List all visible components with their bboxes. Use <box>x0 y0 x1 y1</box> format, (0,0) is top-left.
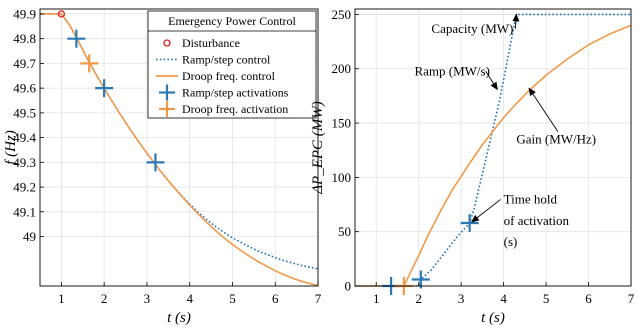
y-axis-label: f (Hz) <box>3 130 19 165</box>
marker-activation-3 <box>146 153 165 172</box>
x-tick-label: 3 <box>458 291 465 306</box>
annotation-text: Gain (MW/Hz) <box>516 132 596 147</box>
x-axis-label: t (s) <box>481 310 505 326</box>
x-tick-label: 3 <box>144 291 151 306</box>
series-line-1 <box>355 24 632 287</box>
legend-swatch <box>163 39 171 47</box>
y-axis-label: ΔP_EPC (MW) <box>310 101 326 195</box>
y-tick-label: 250 <box>332 7 352 22</box>
y-tick-label: 49.2 <box>13 180 36 195</box>
x-tick-label: 4 <box>500 291 507 306</box>
annotation-arrow <box>470 199 501 223</box>
x-tick-label: 6 <box>585 291 592 306</box>
y-tick-label: 49.7 <box>13 56 36 71</box>
annotation: of activation <box>504 213 570 228</box>
panel-left: 1 2 3 4 5 6 7 49 49.1 49.2 49.3 49.4 49.5 49.6 49.7 49.… <box>3 6 322 326</box>
annotation: Gain (MW/Hz) <box>516 87 596 147</box>
y-tick-label: 49.9 <box>13 6 36 21</box>
y-tick-label: 200 <box>332 61 352 76</box>
legend-entry: Ramp/step control <box>156 53 271 67</box>
x-tick-label: 2 <box>101 291 108 306</box>
annotation-text: Ramp (MW/s) <box>414 63 489 78</box>
x-tick-label: 5 <box>229 291 236 306</box>
annotation-arrow <box>528 87 559 132</box>
y-tick-label: 49 <box>23 229 36 244</box>
y-tick-label: 49.5 <box>13 105 36 120</box>
x-tick-label: 1 <box>58 291 65 306</box>
axes-frame <box>39 8 319 287</box>
x-tick-label: 1 <box>373 291 380 306</box>
x-tick-label: 4 <box>186 291 193 306</box>
legend-label: Ramp/step control <box>182 53 271 67</box>
legend-entry: Droop freq. activation <box>159 101 288 117</box>
marker-activation-1 <box>411 270 430 289</box>
annotation: Ramp (MW/s) <box>414 63 498 91</box>
marker-activation-4 <box>80 54 99 73</box>
y-tick-label: 49.8 <box>13 31 36 46</box>
annotation-text: of activation <box>504 213 570 228</box>
marker-activation-2 <box>460 213 479 232</box>
y-tick-label: 50 <box>338 224 351 239</box>
x-tick-label: 7 <box>628 291 635 306</box>
annotation-arrow <box>485 71 498 91</box>
annotation: Time hold <box>470 191 558 223</box>
marker-activation-1 <box>67 29 86 48</box>
legend-label: Droop freq. control <box>182 69 276 83</box>
annotation-text: (s) <box>504 234 518 249</box>
legend-box <box>147 10 317 119</box>
annotation-text: Capacity (MW) <box>431 21 513 36</box>
annotation: Capacity (MW) <box>431 13 520 36</box>
plot-area <box>355 9 631 286</box>
y-tick-label: 100 <box>332 170 352 185</box>
y-tick-label: 49.1 <box>13 204 36 219</box>
axes-frame <box>354 8 632 287</box>
marker-activation-2 <box>95 79 114 98</box>
y-tick-label: 49.4 <box>13 130 36 145</box>
legend-label: Droop freq. activation <box>182 102 288 116</box>
x-tick-label: 7 <box>315 291 322 306</box>
x-tick-label: 2 <box>415 291 422 306</box>
series-line-1 <box>40 13 319 287</box>
legend-entry: Droop freq. control <box>156 69 276 83</box>
legend-entry: Disturbance <box>163 36 240 50</box>
x-tick-label: 5 <box>543 291 550 306</box>
annotation-arrow <box>512 13 520 29</box>
legend-label: Ramp/step activations <box>182 86 289 100</box>
annotation: (s) <box>504 234 518 249</box>
marker-disturbance <box>57 10 66 18</box>
y-tick-label: 150 <box>332 116 352 131</box>
panel-right: 1 2 3 4 5 6 7 0 50 100 150 200 250 t (s) ΔP_EPC (MW) Ca… <box>310 7 635 326</box>
legend-title: Emergency Power Control <box>168 14 296 28</box>
legend-label: Disturbance <box>182 36 240 50</box>
y-tick-label: 49.3 <box>13 155 36 170</box>
annotation-text: Time hold <box>504 191 558 206</box>
legend: Emergency Power Control Disturbance Ramp/s… <box>147 10 317 119</box>
y-tick-label: 0 <box>345 279 352 294</box>
y-tick-label: 49.6 <box>13 81 36 96</box>
x-tick-label: 6 <box>272 291 279 306</box>
legend-entry: Ramp/step activations <box>159 84 289 101</box>
x-axis-label: t (s) <box>167 310 191 326</box>
